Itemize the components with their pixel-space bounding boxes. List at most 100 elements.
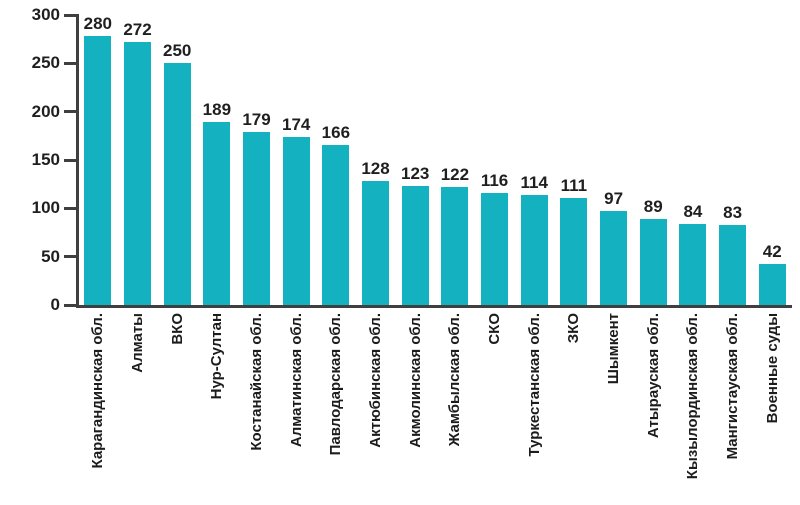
x-category-label: Жамбылская обл.: [446, 313, 464, 447]
y-tick-label: 0: [50, 295, 60, 314]
y-tick-mark: [64, 13, 76, 17]
bar-column: 189: [197, 15, 237, 305]
bar: [679, 223, 707, 305]
bar-column: 122: [435, 15, 475, 305]
bar-column: 42: [752, 15, 792, 305]
bar-value-label: 114: [520, 172, 548, 192]
bar-value-label: 84: [683, 201, 703, 221]
bar-value-label: 128: [361, 159, 390, 179]
y-tick-mark: [64, 206, 76, 210]
bar-column: 123: [395, 15, 435, 305]
bar-value-label: 89: [643, 196, 663, 216]
bar-column: 116: [475, 15, 515, 305]
x-label-cell: Нур-Султан: [197, 313, 237, 503]
y-tick-mark: [64, 158, 76, 162]
bar: [600, 211, 628, 305]
x-label-cell: Атырауская обл.: [633, 313, 673, 503]
y-tick-label: 250: [31, 53, 60, 73]
bar: [282, 136, 310, 305]
x-category-label: Алматинская обл.: [287, 313, 305, 448]
y-axis-line: [76, 14, 79, 308]
x-category-label: Атырауская обл.: [644, 313, 662, 439]
x-label-cell: ЗКО: [554, 313, 594, 503]
bar: [203, 122, 231, 305]
x-label-cell: Алматинская обл.: [276, 313, 316, 503]
x-category-label: Алматы: [129, 313, 146, 373]
bar-column: 84: [673, 15, 713, 305]
bar-value-label: 111: [560, 175, 588, 195]
x-category-label: Кызылординская обл.: [684, 313, 702, 480]
y-tick-mark: [64, 61, 76, 65]
x-category-label: Актюбинская обл.: [367, 313, 385, 448]
x-category-label: Павлодарская обл.: [327, 313, 345, 456]
x-category-label: ЗКО: [565, 313, 583, 344]
bar: [520, 194, 548, 305]
y-tick-mark: [64, 110, 76, 114]
y-tick-mark: [64, 255, 76, 259]
bar: [758, 264, 786, 305]
bar-value-label: 116: [480, 170, 509, 190]
bar: [84, 36, 112, 305]
bar-value-label: 83: [723, 202, 743, 222]
bar: [560, 197, 588, 305]
bar-column: 174: [276, 15, 316, 305]
y-tick-label: 150: [31, 150, 60, 169]
x-category-label: Мангистауская обл.: [724, 313, 742, 460]
bar-column: 83: [713, 15, 753, 305]
bar-value-label: 97: [604, 189, 624, 209]
x-label-cell: Костанайская обл.: [237, 313, 277, 503]
y-tick-label: 300: [31, 5, 60, 24]
bar-column: 179: [237, 15, 277, 305]
x-category-label: Туркестанская обл.: [525, 313, 543, 457]
bar-value-label: 179: [242, 109, 271, 129]
bar-column: 280: [78, 15, 118, 305]
x-label-cell: Актюбинская обл.: [356, 313, 396, 503]
x-label-cell: Акмолинская обл.: [395, 313, 435, 503]
x-label-cell: Кызылординская обл.: [673, 313, 713, 503]
bar: [401, 186, 429, 305]
x-category-label: Костанайская обл.: [248, 313, 266, 451]
bar-value-label: 280: [83, 14, 113, 33]
bar-value-label: 123: [401, 164, 430, 184]
bar-value-label: 42: [762, 242, 782, 262]
y-tick-label: 200: [31, 101, 60, 121]
bar-column: 111: [554, 15, 594, 305]
bar: [243, 131, 271, 305]
bar: [124, 42, 151, 305]
bar: [639, 218, 667, 305]
bar-value-label: 166: [321, 122, 351, 142]
x-label-cell: Мангистауская обл.: [713, 313, 753, 503]
y-tick-mark: [64, 303, 76, 307]
bar: [322, 144, 350, 305]
x-label-cell: Павлодарская обл.: [316, 313, 356, 503]
x-label-cell: ВКО: [157, 313, 197, 503]
bar: [441, 187, 469, 305]
bar-column: 114: [514, 15, 554, 305]
x-label-cell: Алматы: [118, 313, 158, 503]
bar: [362, 181, 390, 305]
bar: [163, 63, 191, 305]
x-label-cell: Военные суды: [752, 313, 792, 503]
x-label-cell: Шымкент: [594, 313, 634, 503]
x-category-label: Военные суды: [763, 313, 781, 424]
bar-value-label: 174: [282, 114, 311, 134]
bar-value-label: 272: [123, 20, 152, 40]
x-label-cell: Жамбылская обл.: [435, 313, 475, 503]
bar-column: 128: [356, 15, 396, 305]
x-category-label: Карагандинская обл.: [89, 313, 107, 469]
y-tick-label: 100: [31, 198, 60, 218]
x-category-label: Акмолинская обл.: [406, 313, 424, 448]
x-category-label: Шымкент: [605, 313, 623, 385]
bar-column: 166: [316, 15, 356, 305]
x-label-cell: Туркестанская обл.: [514, 313, 554, 503]
bar: [481, 192, 509, 305]
bar-column: 250: [157, 15, 197, 305]
x-category-label: Нур-Султан: [208, 313, 226, 400]
y-tick-label: 50: [41, 246, 60, 266]
plot-area: 280 272 250 189 179 174 166 128 123 122 116 114 111 9…: [78, 15, 792, 305]
bar-value-label: 189: [202, 100, 232, 120]
bar: [719, 224, 747, 305]
bar-value-label: 122: [440, 165, 470, 185]
bar-value-label: 250: [162, 41, 192, 61]
